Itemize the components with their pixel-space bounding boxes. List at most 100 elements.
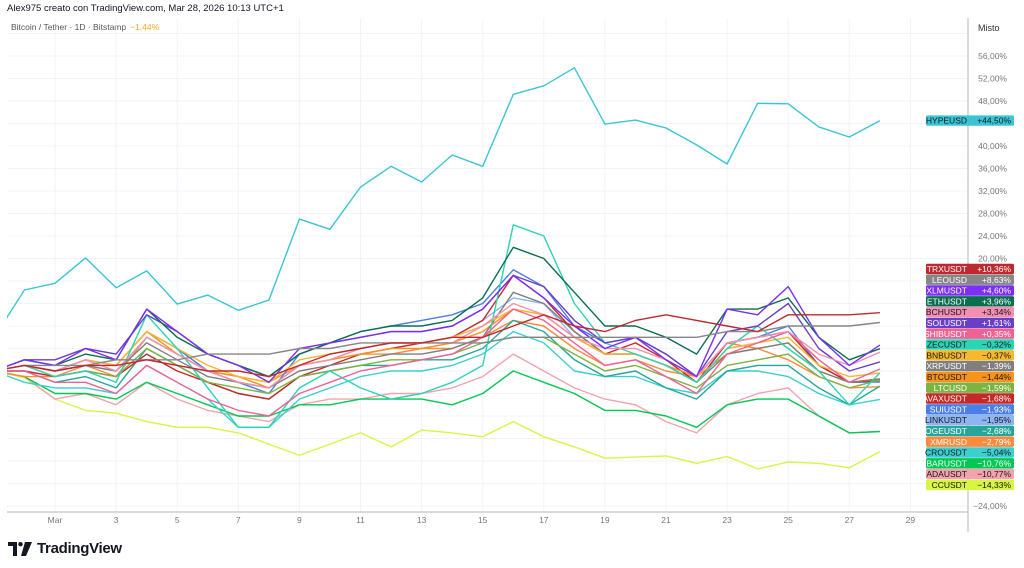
series-name: CROUSDT [925, 448, 967, 458]
x-tick-label: 21 [661, 515, 671, 525]
value-label-linkusdt: LINKUSDT −1,95% [925, 414, 1014, 426]
series-change: −10,76% [977, 458, 1011, 468]
series-line-adausdt[interactable] [0, 353, 880, 434]
series-line-dogeusdt[interactable] [0, 319, 881, 406]
series-line-ccusdt[interactable] [0, 371, 881, 470]
series-name: CCUSDT [932, 480, 967, 490]
tradingview-logo[interactable]: TradingView [8, 540, 122, 557]
x-tick-label: Mar [48, 515, 63, 525]
value-label-trxusdt: TRXUSDT +10,36% [926, 263, 1014, 275]
series-change: −14,33% [977, 480, 1011, 490]
value-label-bg [926, 404, 1014, 415]
series-name: TRXUSDT [927, 264, 967, 274]
series-line-leousd[interactable] [0, 321, 880, 372]
tradingview-logo-icon [8, 541, 32, 556]
y-tick-label: 56,00% [978, 51, 1007, 61]
series-line-xrpusdt[interactable] [0, 291, 880, 389]
value-label-ccusdt: CCUSDT −14,33% [926, 479, 1014, 491]
series-line-hypeusd[interactable] [0, 67, 881, 338]
y-tick-label: 48,00% [978, 96, 1007, 106]
value-label-ltcusd: LTCUSD −1,59% [926, 382, 1014, 393]
symbol-legend[interactable]: Bitcoin / Tether · 1D · Bitstamp −1,44% [11, 22, 159, 32]
y-tick-label: 52,00% [978, 74, 1007, 84]
series-line-zecusdt[interactable] [0, 224, 881, 428]
value-label-bg [926, 414, 1014, 426]
series-change: +3,34% [982, 307, 1012, 317]
series-change: +8,63% [982, 275, 1012, 285]
value-label-bg [926, 360, 1014, 372]
series-name: LEOUSD [932, 275, 967, 285]
series-change: −10,77% [977, 469, 1011, 479]
value-label-hypeusd: HYPEUSD +44,50% [926, 115, 1014, 126]
x-tick-label: 29 [906, 515, 916, 525]
series-name: XLMUSDT [926, 286, 967, 296]
value-label-xrpusdt: XRPUSDT −1,39% [926, 360, 1014, 372]
time-axis[interactable]: Mar 3 5 7 9 11 13 15 17 19 21 23 25 27 29 [48, 515, 916, 525]
series-name: BTCUSDT [927, 372, 967, 382]
price-axis[interactable]: 56,00% 52,00% 48,00% 40,00% 36,00% 32,00% 28,0… [973, 51, 1007, 511]
series-change: +4,60% [982, 286, 1012, 296]
series-name: BNBUSDT [926, 350, 967, 360]
y-tick-label: −24,00% [973, 501, 1007, 511]
value-label-avaxusdt: AVAXUSDT −1,68% [922, 393, 1014, 404]
x-tick-label: 27 [845, 515, 855, 525]
y-tick-label: 32,00% [978, 186, 1007, 196]
series-name: HYPEUSD [926, 116, 967, 126]
series-line-shibusdt[interactable] [0, 308, 881, 417]
x-tick-label: 5 [175, 515, 180, 525]
series-change: −1,68% [982, 394, 1012, 404]
series-name: ZECUSDT [927, 340, 967, 350]
value-label-zecusdt: ZECUSDT −0,32% [926, 339, 1014, 350]
series-change: −2,79% [982, 437, 1012, 447]
symbol-change: −1,44% [130, 22, 160, 32]
value-label-bg [926, 115, 1014, 126]
series-lines [0, 67, 881, 470]
series-value-labels: HYPEUSD +44,50% TRXUSDT +10,36% LEOUSD +8,63%… [919, 115, 1014, 491]
symbol-description: Bitcoin / Tether · 1D · Bitstamp [11, 22, 127, 32]
value-label-bg [926, 371, 1014, 383]
x-tick-label: 19 [600, 515, 610, 525]
value-label-hbarusdt: HBARUSDT −10,76% [920, 458, 1014, 469]
series-change: +10,36% [977, 264, 1011, 274]
series-change: −0,32% [982, 340, 1012, 350]
value-label-adausdt: ADAUSDT −10,77% [926, 468, 1014, 480]
value-label-xlmusdt: XLMUSDT +4,60% [926, 285, 1014, 296]
series-line-trxusdt[interactable] [0, 312, 880, 378]
series-name: SOLUSDT [927, 318, 967, 328]
value-label-bg [926, 317, 1014, 329]
value-label-bg [926, 274, 1014, 285]
logo-text: TradingView [37, 540, 122, 557]
series-change: +0,35% [982, 329, 1012, 339]
x-tick-label: 11 [356, 515, 365, 525]
scale-mode-label[interactable]: Misto [978, 23, 1000, 33]
value-label-bg [926, 468, 1014, 480]
series-change: −1,59% [982, 383, 1012, 393]
value-label-bg [926, 306, 1014, 318]
series-line-avaxusdt[interactable] [0, 274, 880, 400]
value-label-leousd: LEOUSD +8,63% [926, 274, 1014, 285]
series-line-xlmusdt[interactable] [0, 274, 881, 383]
series-name: XMRUSD [930, 437, 967, 447]
series-name: BCHUSDT [926, 307, 967, 317]
y-tick-label: 28,00% [978, 209, 1007, 219]
y-tick-label: 24,00% [978, 231, 1007, 241]
y-tick-label: 36,00% [978, 164, 1007, 174]
value-label-bg [926, 447, 1014, 458]
series-change: −1,95% [982, 415, 1012, 425]
x-tick-label: 15 [478, 515, 488, 525]
value-label-bg [926, 263, 1014, 275]
series-name: LINKUSDT [925, 415, 967, 425]
value-label-suiusdt: SUIUSDT −1,93% [926, 404, 1014, 415]
series-change: +1,61% [982, 318, 1012, 328]
value-label-bg [926, 382, 1014, 393]
x-tick-label: 7 [236, 515, 241, 525]
value-label-ethusdt: ETHUSDT +3,96% [926, 296, 1014, 307]
x-tick-label: 23 [722, 515, 732, 525]
series-change: −2,68% [982, 426, 1012, 436]
series-name: ETHUSDT [927, 296, 967, 306]
value-label-bg [926, 328, 1014, 339]
series-name: XRPUSDT [926, 361, 967, 371]
value-label-bg [926, 285, 1014, 296]
series-line-hbarusdt[interactable] [0, 370, 880, 434]
